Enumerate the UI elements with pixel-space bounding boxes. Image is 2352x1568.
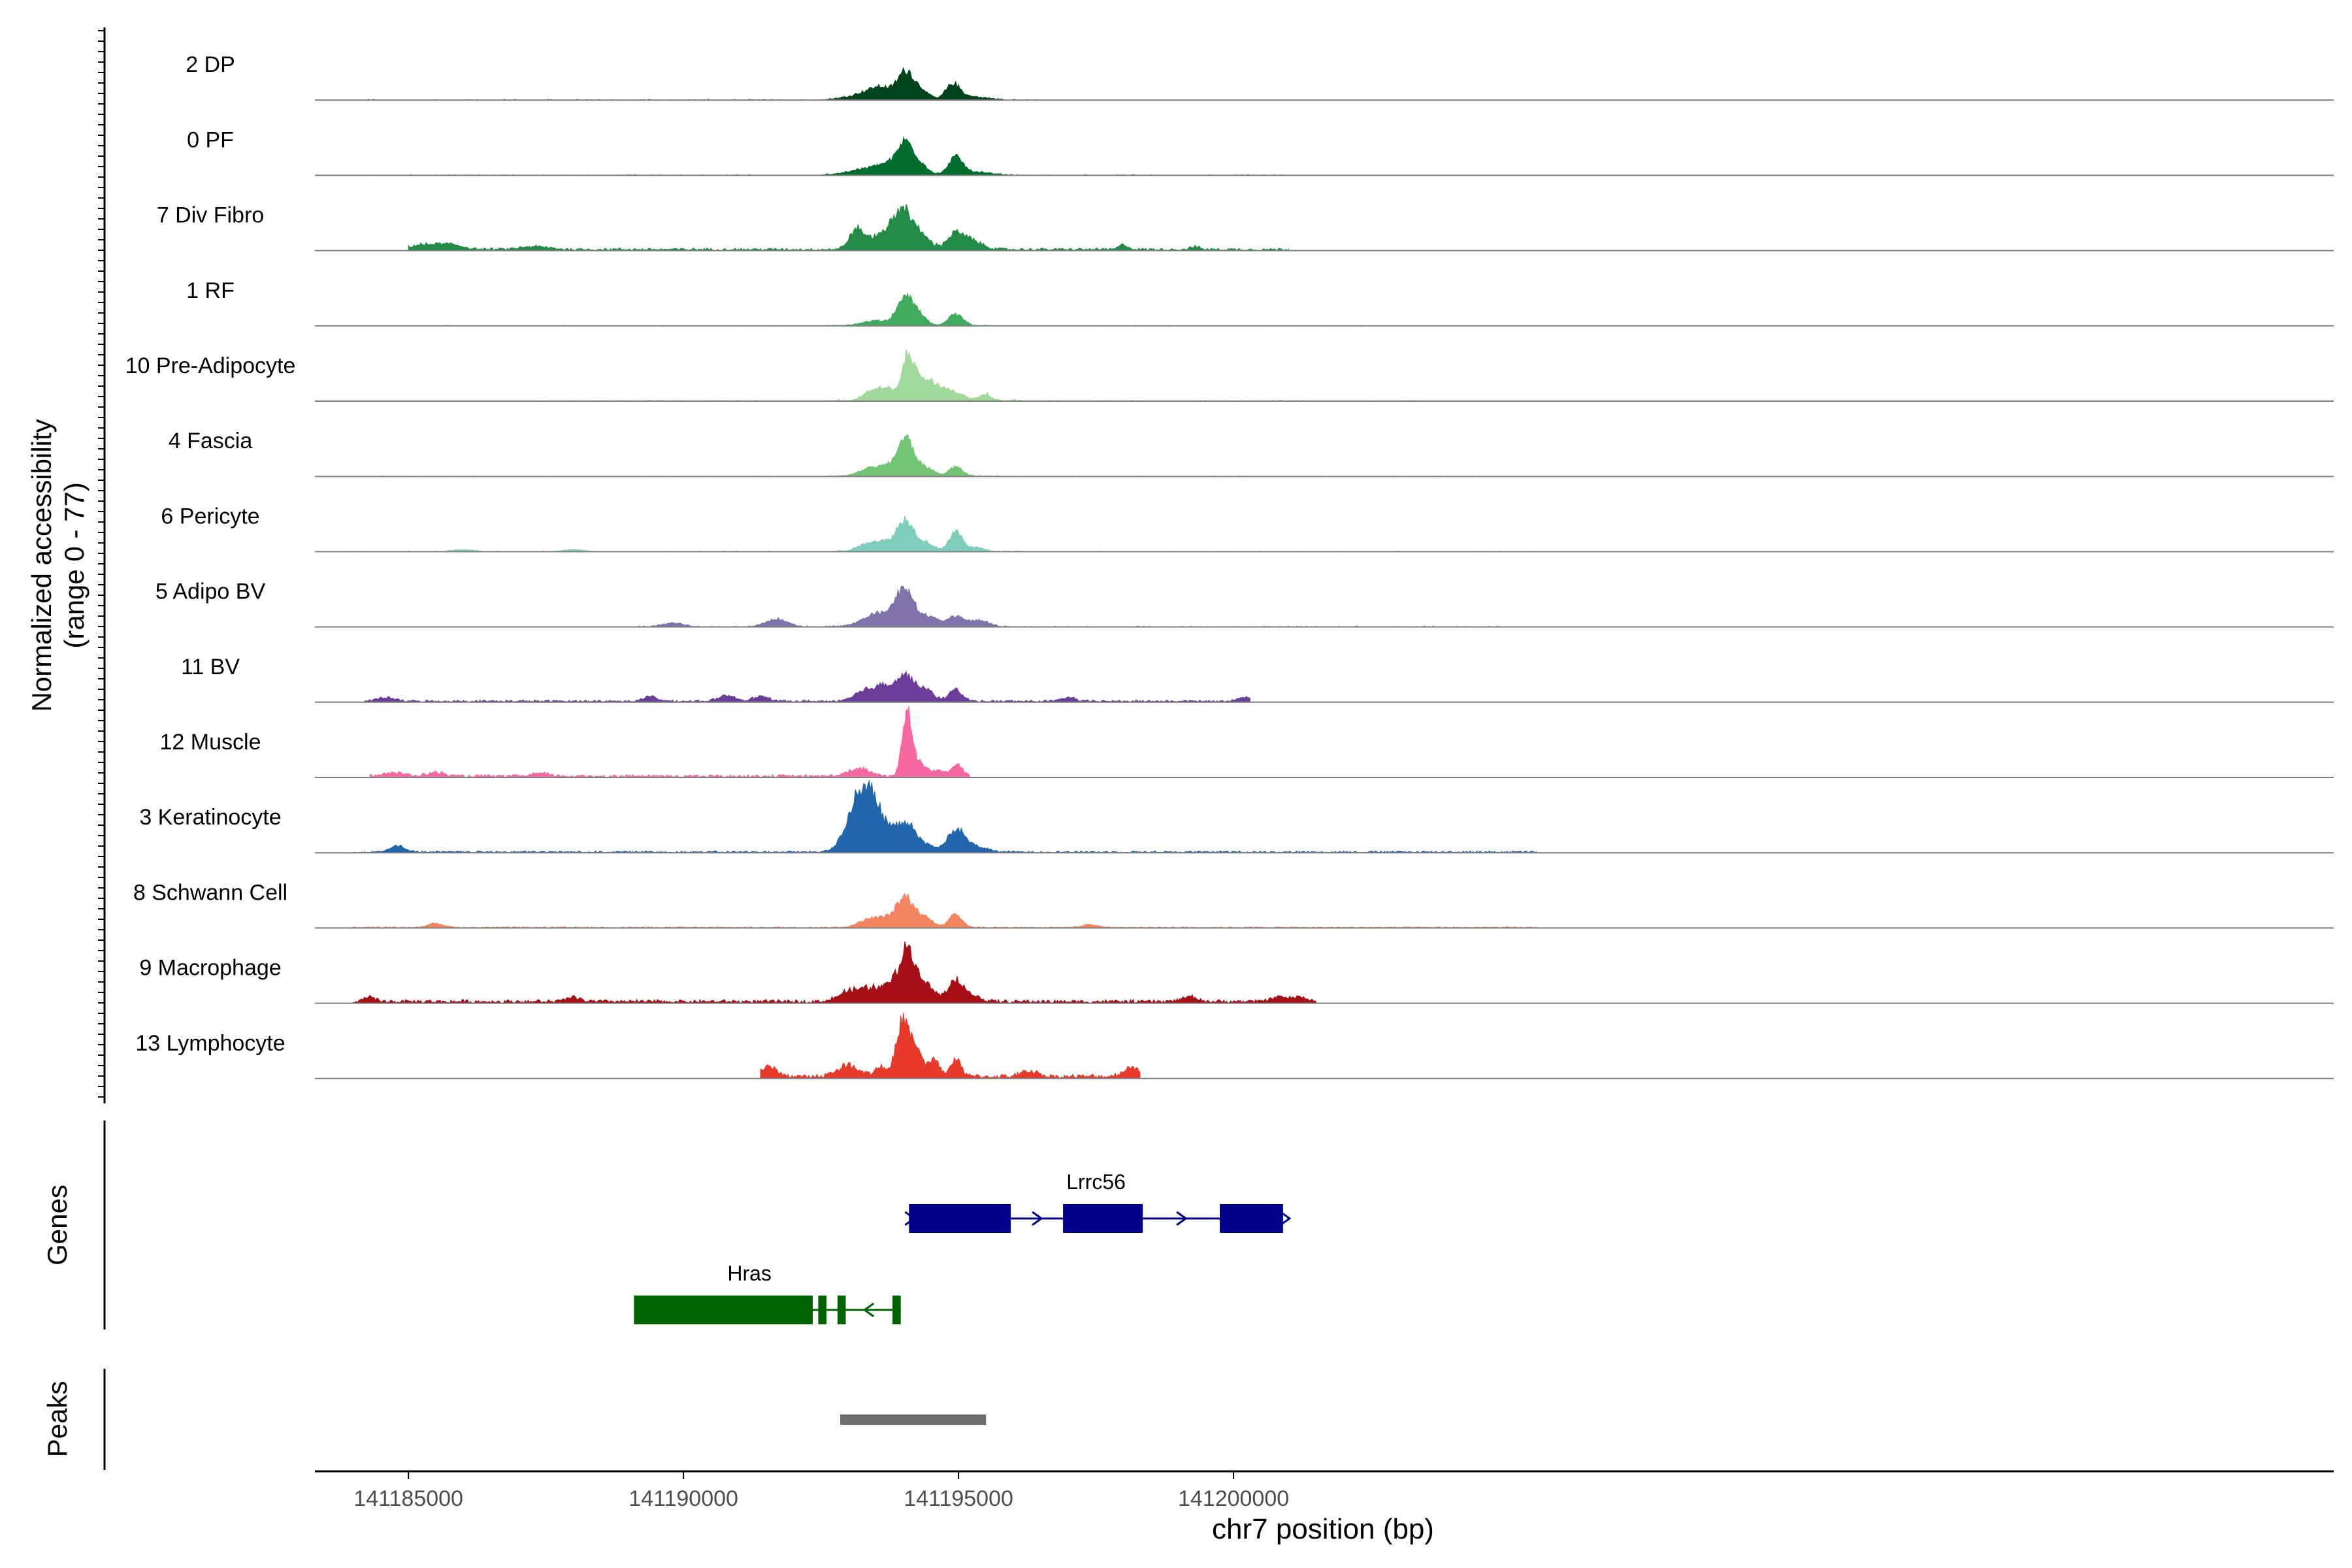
- x-axis-label: chr7 position (bp): [1212, 1513, 1434, 1545]
- coverage-area: [364, 671, 1250, 703]
- track-label: 2 DP: [186, 52, 235, 77]
- gene-hras: Hras: [634, 1262, 901, 1324]
- track-label: 10 Pre-Adipocyte: [125, 353, 296, 378]
- coverage-area: [628, 585, 1509, 628]
- track-4-fascia: 4 Fascia: [169, 429, 2334, 478]
- coverage-area: [518, 349, 1426, 402]
- gene-exon: [818, 1296, 827, 1324]
- coverage-area: [353, 779, 1537, 853]
- track-label: 5 Adipo BV: [155, 580, 266, 604]
- x-tick-label: 141200000: [1178, 1486, 1289, 1511]
- strand-arrow: [1176, 1211, 1188, 1226]
- track-5-adipo-bv: 5 Adipo BV: [155, 580, 2334, 628]
- track-1-rf: 1 RF: [186, 278, 2334, 327]
- genes-panel-label: Genes: [42, 1184, 73, 1266]
- track-label: 0 PF: [187, 127, 234, 152]
- track-label: 12 Muscle: [160, 730, 261, 755]
- coverage-area: [369, 706, 970, 778]
- gene-label: Lrrc56: [1066, 1170, 1126, 1194]
- y-axis: [98, 27, 106, 1103]
- track-7-div-fibro: 7 Div Fibro: [157, 203, 2334, 252]
- track-label: 7 Div Fibro: [157, 203, 264, 228]
- gene-exon: [1063, 1204, 1143, 1233]
- track-12-muscle: 12 Muscle: [160, 706, 2334, 778]
- coverage-area: [364, 66, 1069, 101]
- x-tick-label: 141185000: [353, 1486, 463, 1511]
- coverage-area: [353, 941, 1316, 1004]
- track-label: 1 RF: [186, 278, 235, 303]
- track-13-lymphocyte: 13 Lymphocyte: [135, 1012, 2334, 1079]
- track-0-pf: 0 PF: [187, 127, 2334, 176]
- gene-exon: [634, 1296, 813, 1324]
- coverage-area: [325, 515, 1537, 552]
- track-10-pre-adipocyte: 10 Pre-Adipocyte: [125, 349, 2334, 402]
- track-label: 3 Keratinocyte: [139, 805, 281, 830]
- peaks-panel: Peaks: [42, 1369, 987, 1470]
- strand-arrow: [1032, 1211, 1043, 1226]
- coverage-area: [325, 433, 1509, 477]
- coverage-area: [760, 1012, 1141, 1079]
- track-label: 9 Macrophage: [139, 956, 281, 981]
- strand-arrow: [862, 1302, 875, 1318]
- track-label: 4 Fascia: [169, 429, 253, 453]
- peaks-panel-label: Peaks: [42, 1381, 73, 1458]
- peak-region: [840, 1414, 987, 1425]
- track-2-dp: 2 DP: [186, 52, 2334, 101]
- gene-label: Hras: [727, 1262, 772, 1285]
- x-axis: 141185000 141190000 141195000 141200000: [315, 1470, 2334, 1511]
- track-11-bv: 11 BV: [181, 655, 2334, 703]
- track-label: 11 BV: [181, 655, 240, 679]
- y-axis-label: Normalized accessibility: [26, 419, 57, 711]
- track-label: 13 Lymphocyte: [135, 1031, 285, 1056]
- coverage-area: [325, 292, 1481, 327]
- track-8-schwann-cell: 8 Schwann Cell: [133, 880, 2334, 929]
- coverage-area: [408, 204, 1289, 252]
- strand-arrow: [904, 1211, 916, 1226]
- coverage-tracks: 2 DP 0 PF 7 Div Fibro 1 RF 10 Pre-Adipocyte 4…: [125, 52, 2334, 1079]
- genes-panel: Genes Lrrc56 Hras: [42, 1120, 1292, 1330]
- track-label: 6 Pericyte: [161, 504, 259, 529]
- x-tick-label: 141190000: [629, 1486, 738, 1511]
- track-label: 8 Schwann Cell: [133, 880, 287, 905]
- track-3-keratinocyte: 3 Keratinocyte: [139, 779, 2334, 854]
- gene-exon: [837, 1296, 846, 1324]
- track-9-macrophage: 9 Macrophage: [139, 941, 2334, 1004]
- y-axis-range-label: (range 0 - 77): [59, 482, 90, 648]
- gene-lrrc56: Lrrc56: [904, 1170, 1292, 1233]
- gene-exon: [909, 1204, 1011, 1233]
- gene-exon: [892, 1296, 901, 1324]
- x-tick-label: 141195000: [904, 1486, 1013, 1511]
- coverage-area: [364, 136, 1289, 176]
- strand-arrow: [1279, 1211, 1292, 1226]
- gene-exon: [1220, 1204, 1283, 1233]
- track-6-pericyte: 6 Pericyte: [161, 504, 2334, 553]
- coverage-area: [353, 892, 1537, 929]
